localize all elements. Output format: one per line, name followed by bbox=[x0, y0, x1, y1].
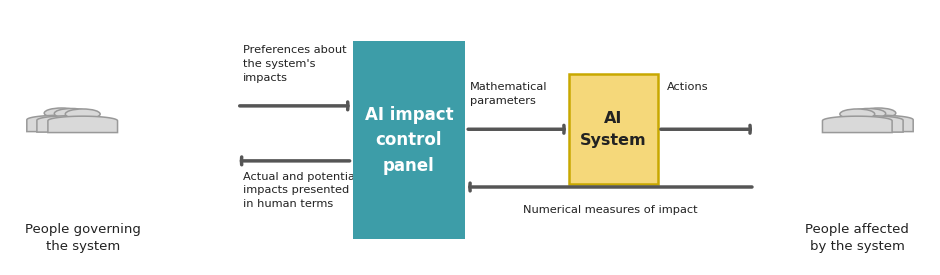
Circle shape bbox=[839, 109, 875, 119]
Polygon shape bbox=[37, 116, 106, 132]
Text: AI impact
control
panel: AI impact control panel bbox=[365, 106, 453, 175]
Polygon shape bbox=[27, 115, 97, 132]
Circle shape bbox=[44, 108, 79, 118]
Text: Numerical measures of impact: Numerical measures of impact bbox=[523, 205, 697, 215]
Text: Actual and potential
impacts presented
in human terms: Actual and potential impacts presented i… bbox=[243, 172, 357, 209]
Circle shape bbox=[55, 108, 89, 119]
FancyBboxPatch shape bbox=[352, 41, 465, 239]
Text: Actions: Actions bbox=[667, 82, 709, 92]
Text: People affected
by the system: People affected by the system bbox=[806, 222, 909, 253]
Circle shape bbox=[851, 108, 885, 119]
FancyBboxPatch shape bbox=[569, 74, 658, 184]
Circle shape bbox=[65, 109, 101, 119]
Circle shape bbox=[861, 108, 896, 118]
Text: People governing
the system: People governing the system bbox=[24, 222, 141, 253]
Text: Preferences about
the system's
impacts: Preferences about the system's impacts bbox=[243, 45, 346, 82]
Polygon shape bbox=[843, 115, 913, 132]
Polygon shape bbox=[834, 116, 903, 132]
Text: AI
System: AI System bbox=[580, 111, 647, 148]
Polygon shape bbox=[48, 116, 118, 133]
Polygon shape bbox=[822, 116, 892, 133]
Text: Mathematical
parameters: Mathematical parameters bbox=[470, 82, 547, 106]
